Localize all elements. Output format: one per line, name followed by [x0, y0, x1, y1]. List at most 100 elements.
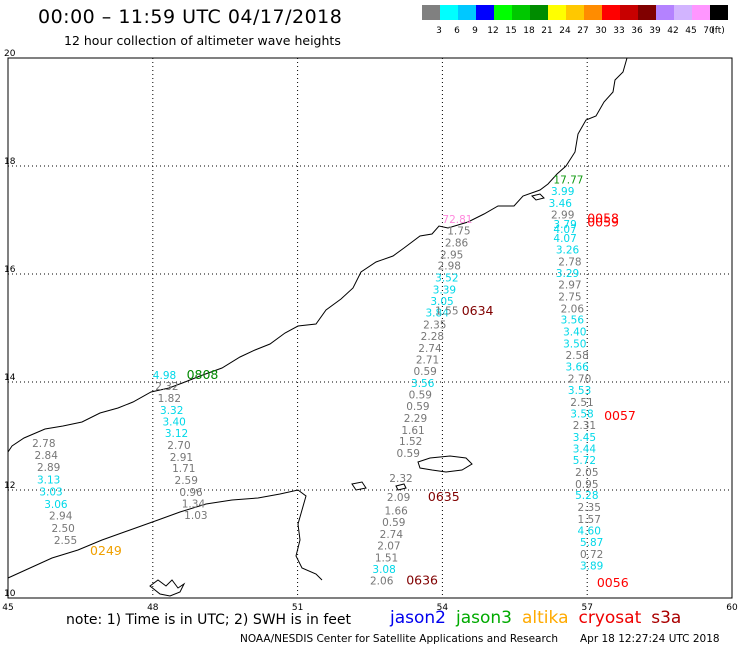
- scale-swatch: [512, 5, 530, 20]
- wave-height-value: 3.03: [39, 486, 62, 498]
- wave-height-value: 4.07: [553, 224, 576, 236]
- scale-unit: (ft): [711, 26, 725, 35]
- wave-height-value: 2.06: [561, 303, 585, 315]
- scale-swatch: [656, 5, 674, 20]
- pass-time-label: 0058: [587, 211, 619, 226]
- wave-height-value: 0.72: [580, 549, 603, 561]
- lat-tick-label: 14: [4, 373, 16, 383]
- wave-height-value: 1.03: [184, 510, 207, 522]
- track-0056: 0056: [597, 575, 629, 590]
- wave-height-value: 2.70: [568, 374, 591, 386]
- scale-label: 18: [523, 26, 535, 35]
- scale-label: 27: [577, 26, 588, 35]
- lon-tick-label: 45: [2, 603, 13, 613]
- scale-label: 21: [541, 26, 552, 35]
- scale-swatch: [638, 5, 656, 20]
- lon-tick-label: 51: [292, 603, 303, 613]
- wave-height-value: 3.56: [561, 315, 585, 327]
- wave-height-value: 3.53: [568, 385, 591, 397]
- credit-text: NOAA/NESDIS Center for Satellite Applica…: [240, 633, 558, 645]
- wave-height-value: 3.50: [563, 338, 586, 350]
- wave-height-value: 3.40: [563, 327, 586, 339]
- satellite-legend: jason2 jason3 altika cryosat s3a: [390, 608, 691, 628]
- scale-label: 6: [454, 26, 460, 35]
- map-frame: [7, 57, 733, 599]
- track-0634: 72.811.752.862.952.983.523.393.053.841.5…: [397, 214, 494, 460]
- wave-height-value: 3.29: [556, 268, 579, 280]
- pass-time-label: 0056: [597, 575, 629, 590]
- scale-label: 12: [487, 26, 498, 35]
- wave-height-value: 2.70: [167, 440, 190, 452]
- wave-height-value: 1.75: [447, 226, 470, 238]
- wave-height-value: 2.95: [440, 249, 463, 261]
- wave-height-value: 5.87: [580, 537, 603, 549]
- land-fragment: [149, 579, 186, 597]
- wave-height-value: 3.08: [372, 564, 395, 576]
- islet-2: [395, 483, 407, 491]
- wave-height-value: 2.06: [370, 576, 394, 588]
- scale-swatch: [494, 5, 512, 20]
- satellite-jason3: jason3: [456, 608, 512, 628]
- pass-time-label: 0636: [406, 573, 438, 588]
- pass-time-label: 0249: [90, 543, 122, 558]
- track-0059: 0059: [587, 214, 619, 229]
- wave-height-value: 2.98: [438, 261, 461, 273]
- pass-time-label: 0057: [604, 408, 636, 423]
- wave-height-value: 1.52: [399, 436, 422, 448]
- wave-height-value: 2.51: [570, 397, 593, 409]
- wave-height-value: 3.05: [430, 296, 453, 308]
- scale-swatch: [476, 5, 494, 20]
- african-coastline: [7, 489, 323, 581]
- wave-height-value: 3.39: [433, 284, 456, 296]
- scale-swatch: [566, 5, 584, 20]
- lat-lon-grid: 45 48 51 54 57 60 20 18 16 14 12 10: [2, 49, 738, 613]
- track-0057: 0057: [604, 408, 636, 423]
- scale-swatch: [710, 5, 728, 20]
- lon-tick-label: 60: [726, 603, 738, 613]
- scale-label: 15: [505, 26, 516, 35]
- wave-height-value: 2.84: [35, 450, 59, 462]
- scale-swatch: [440, 5, 458, 20]
- wave-height-value: 2.35: [578, 502, 601, 514]
- wave-height-value: 2.91: [170, 452, 193, 464]
- scale-swatch: [584, 5, 602, 20]
- wave-height-value: 2.74: [418, 343, 442, 355]
- wave-height-value: 0.59: [413, 366, 436, 378]
- satellite-jason2: jason2: [390, 608, 446, 628]
- pass-time-label: 0808: [187, 367, 219, 382]
- scale-swatch: [548, 5, 566, 20]
- wave-height-value: 3.12: [165, 428, 188, 440]
- lat-tick-label: 20: [4, 49, 16, 59]
- wave-height-value: 1.82: [158, 393, 181, 405]
- wave-height-value: 3.66: [565, 362, 589, 374]
- wave-height-value: 72.81: [442, 214, 472, 226]
- satellite-s3a: s3a: [651, 608, 682, 628]
- altimeter-tracks: 2.782.842.893.133.033.062.942.502.550249…: [32, 174, 636, 590]
- pass-time-label: 0059: [587, 214, 619, 229]
- wave-height-value: 2.86: [445, 237, 469, 249]
- wave-height-value: 2.35: [423, 320, 446, 332]
- wave-height-value: 3.79: [553, 219, 576, 231]
- wave-height-value: 5.72: [573, 455, 596, 467]
- wave-height-value: 2.07: [377, 540, 400, 552]
- wave-height-value: 2.32: [155, 381, 178, 393]
- lon-tick-label: 57: [581, 603, 592, 613]
- wave-height-value: 2.31: [573, 420, 596, 432]
- wave-height-value: 1.57: [578, 514, 601, 526]
- socotra-island: [417, 455, 473, 473]
- scale-label: 30: [595, 26, 607, 35]
- scale-label: 24: [559, 26, 571, 35]
- wave-height-value: 1.61: [401, 425, 424, 437]
- wave-height-value: 2.75: [558, 291, 581, 303]
- wave-height-value: 3.89: [580, 560, 603, 572]
- scale-label: 70: [703, 26, 715, 35]
- wave-height-value: 2.32: [389, 473, 412, 485]
- wave-height-value: 5.28: [575, 490, 598, 502]
- lat-tick-label: 16: [4, 265, 16, 275]
- wave-height-value: 2.71: [416, 355, 439, 367]
- coastline: [7, 57, 628, 597]
- wave-height-value: 1.55: [435, 306, 458, 318]
- wave-height-value: 0.59: [406, 401, 429, 413]
- wave-height-value: 2.78: [558, 256, 581, 268]
